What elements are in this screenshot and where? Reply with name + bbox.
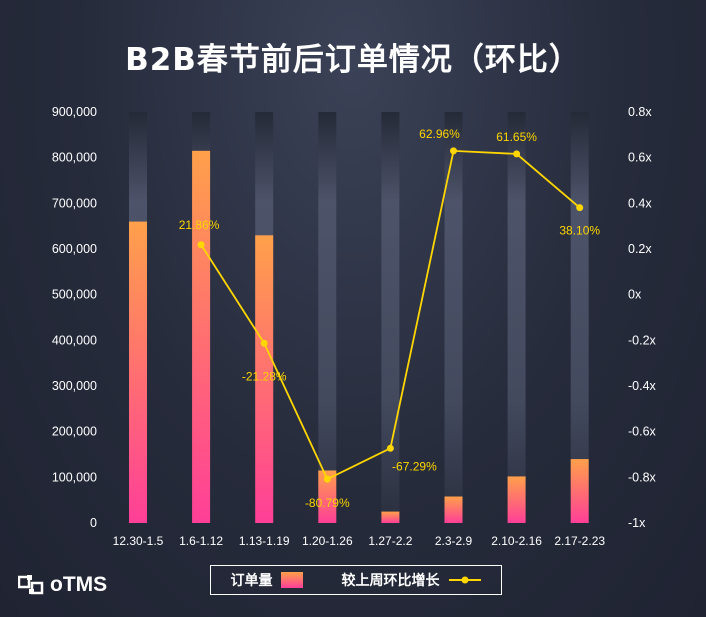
y-left-tick-label: 200,000 [52,425,97,439]
y-left-tick-label: 800,000 [52,151,97,165]
bar [570,459,589,523]
chart-title: B2B春节前后订单情况（环比） [125,42,581,78]
bar [444,496,463,523]
growth-point [197,241,205,249]
growth-data-label: 62.96% [419,127,460,141]
y-left-tick-label: 500,000 [52,288,97,302]
x-tick-label: 2.3-2.9 [435,534,473,548]
y-right-tick-label: 0.2x [628,242,652,256]
y-left-tick-label: 400,000 [52,333,97,347]
y-right-tick-label: 0.8x [628,105,652,119]
y-right-tick-label: -1x [628,516,646,530]
legend-item-line: 较上周环比增长 [342,570,482,590]
x-tick-label: 2.10-2.16 [491,534,542,548]
x-tick-label: 2.17-2.23 [554,534,605,548]
legend-line-label: 较上周环比增长 [341,573,440,589]
bar-track [444,112,463,523]
y-right-tick-label: 0.4x [628,196,652,210]
chart-legend: 订单量 较上周环比增长 [210,565,502,595]
growth-point [386,444,394,452]
bar [192,150,211,524]
bar-track [318,112,337,523]
legend-line-swatch [448,576,481,584]
bar [129,221,147,523]
bar-track [570,112,589,523]
x-tick-label: 1.13-1.19 [239,534,290,548]
y-right-tick-label: -0.6x [628,425,657,439]
growth-point [513,150,521,158]
legend-item-bar: 订单量 [231,570,303,590]
bar [318,470,337,523]
bar [381,511,400,523]
growth-data-label: -21.28% [242,369,287,383]
y-left-tick-label: 300,000 [52,379,97,393]
growth-point [323,475,331,483]
bar [255,235,274,524]
growth-data-label: -80.79% [305,496,350,510]
y-right-tick-label: 0x [628,288,642,302]
y-left-tick-label: 0 [90,516,97,530]
otms-logo-icon [18,575,44,595]
x-tick-label: 1.20-1.26 [302,534,353,548]
y-right-tick-label: -0.8x [628,470,657,484]
x-tick-label: 1.6-1.12 [179,534,223,548]
x-tick-label: 12.30-1.5 [113,534,164,548]
growth-data-label: 38.10% [559,224,600,238]
y-right-tick-label: 0.6x [628,151,652,165]
bar [507,476,526,523]
growth-data-label: -67.29% [392,459,437,473]
y-left-tick-label: 600,000 [52,242,97,256]
legend-bar-label: 订单量 [230,573,273,589]
bar-track [381,112,400,523]
growth-data-label: 21.86% [179,218,220,232]
growth-point [450,147,457,155]
growth-data-label: 61.65% [496,130,537,144]
y-left-tick-label: 700,000 [52,196,97,210]
legend-bar-swatch [280,572,303,588]
y-right-tick-label: -0.4x [628,379,657,393]
bar-track [507,112,526,523]
brand-logo: oTMS [18,573,107,597]
growth-point [576,204,584,212]
y-left-tick-label: 900,000 [52,105,97,119]
brand-name: oTMS [50,573,108,596]
y-left-tick-label: 100,000 [52,470,97,484]
y-right-tick-label: -0.2x [628,333,657,347]
growth-point [260,339,268,347]
x-tick-label: 1.27-2.2 [368,534,412,548]
